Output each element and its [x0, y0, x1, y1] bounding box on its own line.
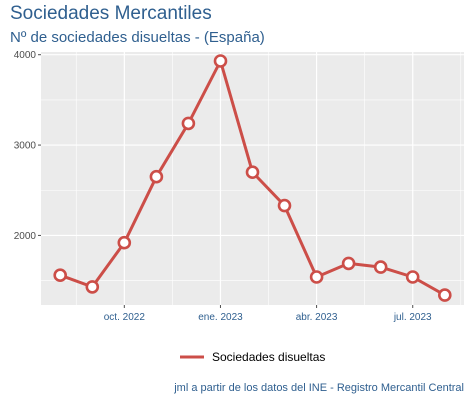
x-tick-label: oct. 2022 [104, 312, 146, 323]
data-point [437, 288, 452, 302]
source-caption: jml a partir de los datos del INE - Regi… [174, 382, 464, 394]
legend: Sociedades disueltas [180, 350, 325, 364]
data-point [181, 116, 196, 131]
x-tick-label: abr. 2023 [296, 312, 338, 323]
x-axis-ticks: oct. 2022 ene. 2023 abr. 2023 jul. 2023 [104, 305, 432, 323]
data-point [309, 270, 324, 284]
data-point [85, 280, 100, 294]
chart-title: Sociedades Mercantiles [10, 3, 212, 24]
data-point [341, 256, 356, 271]
y-tick-label: 3000 [14, 141, 37, 152]
data-point [213, 54, 228, 68]
x-tick-label: jul. 2023 [393, 312, 432, 323]
y-tick-label: 4000 [14, 50, 37, 61]
grid-major [41, 52, 464, 305]
grid-minor [41, 52, 464, 305]
data-point [149, 169, 164, 184]
data-point [277, 198, 292, 213]
data-point [245, 165, 260, 179]
x-tick-label: ene. 2023 [198, 312, 243, 323]
legend-label: Sociedades disueltas [212, 350, 325, 364]
data-point [405, 270, 420, 284]
data-point [53, 268, 68, 283]
y-tick-label: 2000 [14, 231, 37, 242]
data-point [373, 260, 388, 274]
data-point [117, 235, 132, 250]
y-axis-ticks: 2000 3000 4000 [14, 50, 41, 242]
chart-subtitle: Nº de sociedades disueltas - (España) [10, 29, 265, 46]
series-points [53, 54, 452, 302]
